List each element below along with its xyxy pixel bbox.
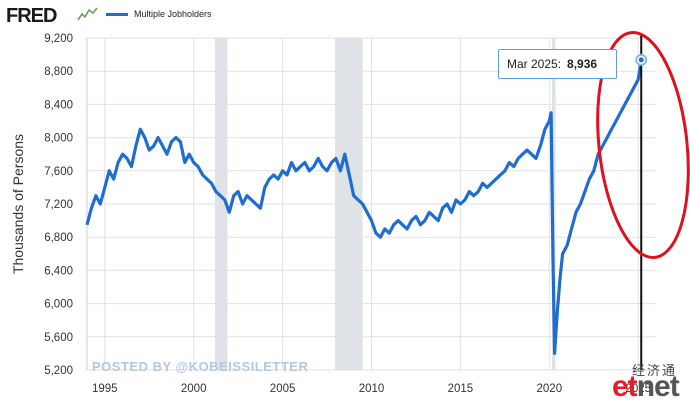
y-tick-label: 7,600 [44, 166, 73, 178]
etnet-chinese-watermark: 经济通 [632, 364, 678, 379]
series-line [85, 59, 643, 355]
y-tick-label: 8,800 [44, 66, 73, 78]
y-tick-label: 9,200 [44, 33, 73, 45]
hover-point-core [638, 57, 644, 63]
x-tick-label: 2005 [270, 383, 296, 395]
y-tick-label: 8,000 [44, 133, 73, 145]
tooltip-value: 8,936 [567, 57, 598, 71]
fred-logo-graph-icon [77, 7, 98, 21]
x-tick-label: 2010 [359, 383, 385, 395]
y-tick-label: 6,800 [44, 232, 73, 244]
etnet-logo: etnet [612, 370, 680, 404]
x-tick-label: 1995 [92, 383, 118, 395]
fred-logo: FRED [6, 5, 57, 28]
posted-by-watermark: POSTED BY @KOBEISSILETTER [92, 359, 309, 374]
x-tick-label: 2015 [448, 383, 474, 395]
legend-swatch [106, 12, 128, 16]
highlight-ellipse [596, 31, 690, 259]
data-tooltip: Mar 2025: 8,936 [498, 49, 617, 79]
x-tick-label: 2020 [537, 383, 563, 395]
etnet-logo-net: net [636, 370, 680, 403]
fred-logo-text: FRED [6, 5, 57, 27]
x-tick-label: 2000 [181, 383, 207, 395]
y-tick-label: 5,600 [44, 332, 73, 344]
x-tick-label: 2025 [625, 383, 651, 395]
y-tick-label: 6,400 [44, 265, 73, 277]
legend-label: Multiple Jobholders [134, 9, 212, 19]
y-tick-label: 8,400 [44, 99, 73, 111]
tooltip-label: Mar 2025: [507, 57, 562, 71]
y-axis-title: Thousands of Persons [10, 134, 26, 274]
y-tick-label: 6,000 [44, 299, 73, 311]
legend: Multiple Jobholders [106, 9, 212, 19]
etnet-logo-et: et [612, 370, 638, 403]
y-tick-label: 7,200 [44, 199, 73, 211]
y-tick-label: 5,200 [44, 365, 73, 377]
